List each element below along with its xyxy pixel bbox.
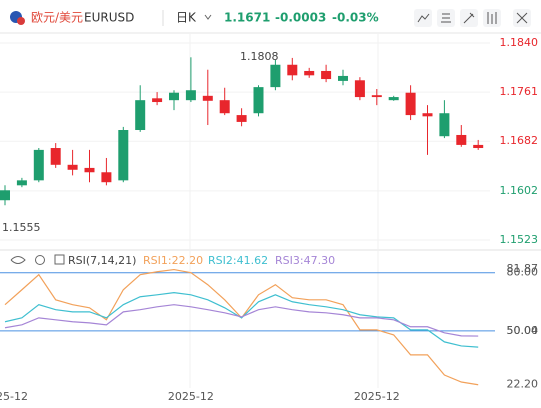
legend-entry: RSI1:22.20	[143, 254, 203, 267]
y-tick-label: 22.20	[507, 378, 539, 391]
y-tick-label: 80.00	[507, 266, 539, 279]
candle-body	[0, 190, 10, 201]
candle-body	[253, 87, 264, 114]
expand-icon[interactable]	[54, 254, 65, 265]
y-tick-label: 81.87	[507, 262, 539, 275]
y-tick-label: 1.1682	[500, 134, 539, 147]
candle-body	[84, 167, 95, 173]
tool-icon	[487, 12, 497, 24]
candle-body	[219, 100, 230, 114]
y-tick-label: 1.1602	[500, 184, 539, 197]
indicator-title: RSI(7,14,21)	[68, 254, 136, 267]
price: 1.1671	[224, 11, 270, 25]
y-tick-label: 1.1840	[500, 36, 539, 49]
candle-body	[236, 115, 247, 122]
candle-body	[321, 70, 332, 80]
dropdown-icon[interactable]	[204, 14, 212, 20]
candle-body	[169, 92, 179, 101]
tool-icon	[463, 12, 475, 24]
y-tick-label: 1.1761	[500, 85, 539, 98]
legend-entry: RSI3:47.30	[275, 254, 335, 267]
pair-name: 欧元/美元	[31, 11, 83, 25]
indicator-header: RSI(7,14,21)	[10, 254, 136, 267]
candle-body	[405, 92, 416, 116]
flag-icon	[17, 17, 25, 25]
tool-icon	[417, 13, 430, 23]
symbol: EURUSD	[84, 11, 134, 25]
y-tick-label: 50.00	[507, 324, 539, 337]
candle-body	[152, 98, 163, 103]
candle-body	[202, 95, 213, 101]
candle-body	[287, 64, 298, 76]
change: -0.0003	[275, 11, 326, 25]
toolbar: 欧元/美元 EURUSD 日K 1.1671 -0.0003 -0.03%	[0, 9, 541, 34]
candle-body	[33, 149, 44, 181]
candle-body	[354, 80, 365, 98]
candle-body	[185, 90, 196, 101]
candle-body	[135, 100, 146, 131]
x-tick-label: 2025-12	[354, 390, 400, 403]
candle-body	[270, 64, 281, 88]
candle-body	[101, 172, 112, 183]
price-annotation: 1.1808	[240, 50, 279, 63]
tool-icon	[516, 12, 528, 24]
x-tick-label: 2025-12	[168, 390, 214, 403]
candle-body	[371, 95, 382, 98]
candle-body	[473, 144, 484, 149]
y-tick-label: 1.1523	[500, 233, 539, 246]
candle-body	[16, 180, 27, 186]
y-tick-label: 50.04	[507, 324, 539, 337]
settings-icon[interactable]	[35, 255, 45, 265]
candle-body	[422, 113, 433, 117]
candle-body	[304, 70, 315, 76]
price-annotation: 1.1555	[2, 221, 41, 234]
candle-body	[118, 130, 129, 181]
tool-icon	[441, 13, 451, 23]
legend-entry: RSI2:41.62	[208, 254, 268, 267]
candle-body	[67, 164, 78, 170]
eye-icon[interactable]	[10, 256, 26, 264]
rsi-line	[4, 304, 479, 337]
period[interactable]: 日K	[176, 11, 197, 25]
change-pct: -0.03%	[332, 11, 379, 25]
candle-body	[388, 97, 399, 101]
candle-body	[50, 148, 61, 165]
candle-body	[439, 113, 450, 137]
candle-body	[338, 75, 348, 81]
x-tick-label: 2025-12	[0, 390, 28, 403]
candle-body	[456, 134, 467, 145]
tool-button[interactable]	[414, 9, 432, 27]
